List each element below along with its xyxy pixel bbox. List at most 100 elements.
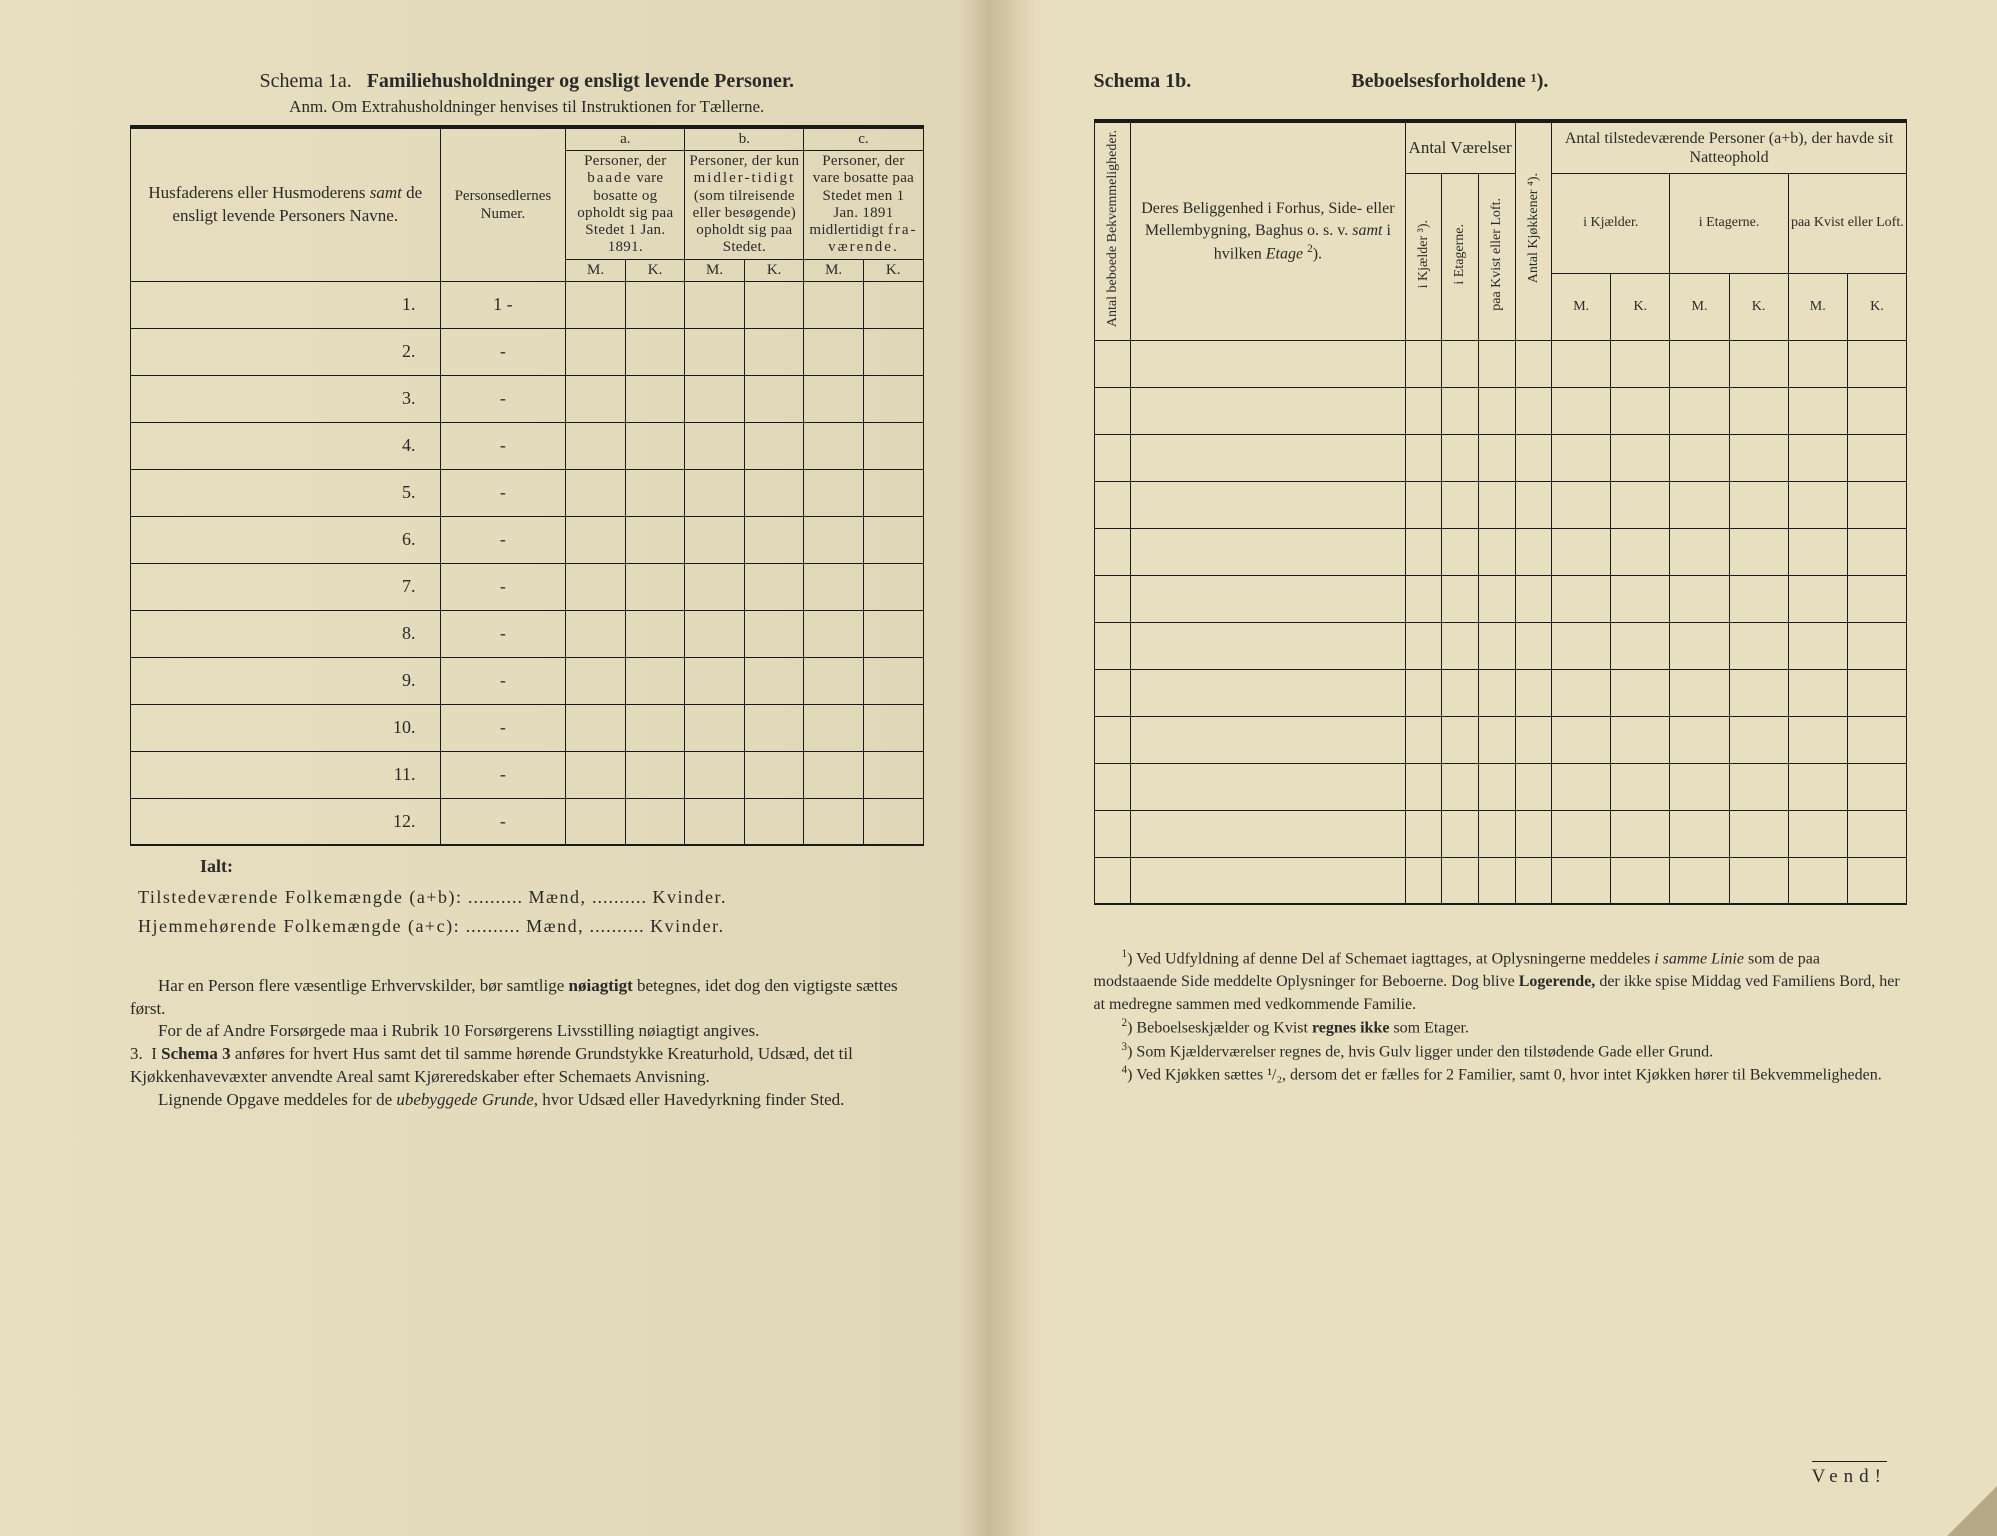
col-a-k: K. [625, 259, 685, 281]
fn4: 4) Ved Kjøkken sættes ¹/₂, dersom det er… [1094, 1063, 1908, 1087]
data-cell [625, 328, 685, 375]
col-nloft-m: M. [1788, 274, 1847, 341]
data-cell [1552, 763, 1611, 810]
data-cell [1478, 434, 1515, 481]
data-cell [1729, 716, 1788, 763]
row-number: 10. [131, 704, 441, 751]
col-natte: Antal tilstedeværende Personer (a+b), de… [1552, 121, 1907, 174]
row-number: 1. [131, 281, 441, 328]
data-cell [804, 375, 864, 422]
data-cell [685, 657, 745, 704]
data-cell [1515, 481, 1552, 528]
data-cell [1478, 481, 1515, 528]
data-cell [1729, 575, 1788, 622]
table-row [1094, 669, 1907, 716]
t-ab-k: Kvinder. [652, 887, 727, 907]
data-cell [566, 422, 626, 469]
data-cell [1515, 763, 1552, 810]
col-abb: Antal beboede Bekvemmeligheder. [1094, 121, 1131, 340]
col-c-m: M. [804, 259, 864, 281]
table-row: 8.- [131, 610, 924, 657]
table-row: 3.- [131, 375, 924, 422]
data-cell [1131, 857, 1406, 904]
data-cell [1552, 528, 1611, 575]
col-nloft-k: K. [1847, 274, 1906, 341]
data-cell [1670, 622, 1729, 669]
col-n-loft: paa Kvist eller Loft. [1788, 174, 1906, 274]
data-cell [804, 798, 864, 845]
col-varelser: Antal Værelser [1405, 121, 1515, 174]
table-1b: Antal beboede Bekvemmeligheder. Deres Be… [1094, 119, 1908, 905]
data-cell [1788, 857, 1847, 904]
row-number: 2. [131, 328, 441, 375]
data-cell [1670, 575, 1729, 622]
row-number: 8. [131, 610, 441, 657]
footnotes: 1) Ved Udfyldning af denne Del af Schema… [1094, 947, 1908, 1087]
col-a: a. [566, 127, 685, 151]
data-cell [1670, 810, 1729, 857]
data-cell [1515, 669, 1552, 716]
data-cell [1515, 434, 1552, 481]
data-cell [1094, 716, 1131, 763]
data-cell [1515, 528, 1552, 575]
data-cell [1442, 810, 1479, 857]
data-cell [1552, 622, 1611, 669]
data-cell [1611, 481, 1670, 528]
data-cell [1847, 387, 1906, 434]
data-cell [1552, 340, 1611, 387]
data-cell [685, 422, 745, 469]
data-cell [1847, 434, 1906, 481]
data-cell [863, 469, 923, 516]
col-c: c. [804, 127, 923, 151]
table-row: 12.- [131, 798, 924, 845]
col-nkj-k: K. [1611, 274, 1670, 341]
data-cell [1847, 575, 1906, 622]
data-cell [625, 516, 685, 563]
table-row [1094, 481, 1907, 528]
data-cell [1611, 669, 1670, 716]
data-cell [744, 422, 804, 469]
table-row: 2.- [131, 328, 924, 375]
data-cell [1094, 857, 1131, 904]
data-cell [685, 798, 745, 845]
data-cell [1478, 857, 1515, 904]
data-cell [685, 469, 745, 516]
table-row [1094, 340, 1907, 387]
data-cell [744, 281, 804, 328]
data-cell [566, 375, 626, 422]
data-cell [1405, 810, 1442, 857]
person-number-cell: - [440, 469, 566, 516]
row-number: 5. [131, 469, 441, 516]
data-cell [744, 657, 804, 704]
data-cell [863, 610, 923, 657]
data-cell [1729, 528, 1788, 575]
data-cell [1670, 669, 1729, 716]
body-p3: 3. I Schema 3 anføres for hvert Hus samt… [130, 1043, 924, 1089]
data-cell [1729, 857, 1788, 904]
data-cell [1405, 340, 1442, 387]
data-cell [1611, 575, 1670, 622]
data-cell [625, 281, 685, 328]
folded-corner [1947, 1486, 1997, 1536]
col-a-m: M. [566, 259, 626, 281]
col-n-et: i Etagerne. [1670, 174, 1788, 274]
data-cell [1131, 434, 1406, 481]
data-cell [1552, 810, 1611, 857]
data-cell [1405, 669, 1442, 716]
data-cell [1729, 481, 1788, 528]
data-cell [685, 281, 745, 328]
col-iet: i Etagerne. [1442, 174, 1479, 341]
table-row [1094, 434, 1907, 481]
data-cell [1552, 857, 1611, 904]
data-cell [1442, 763, 1479, 810]
data-cell [1094, 669, 1131, 716]
data-cell [1478, 763, 1515, 810]
data-cell [1515, 622, 1552, 669]
data-cell [1729, 810, 1788, 857]
data-cell [863, 516, 923, 563]
data-cell [1442, 857, 1479, 904]
data-cell [863, 375, 923, 422]
data-cell [804, 751, 864, 798]
data-cell [1442, 481, 1479, 528]
data-cell [744, 751, 804, 798]
